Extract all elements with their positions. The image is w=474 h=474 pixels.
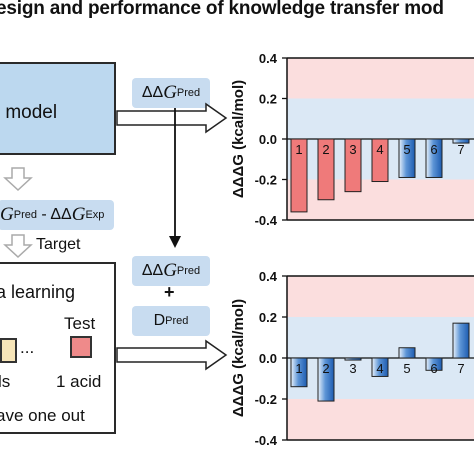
diff-pill-sub2: Exp xyxy=(85,209,105,221)
bar xyxy=(344,357,362,361)
train-label: ls xyxy=(0,372,11,391)
pred-pill: ΔΔ G Pred xyxy=(132,78,210,108)
diff-pill-var: G xyxy=(0,204,14,225)
hollow-arrow-top xyxy=(116,102,228,134)
combined-pred-var: G xyxy=(163,260,177,281)
y-tick-label: 0.2 xyxy=(259,92,277,107)
y-axis-label: ΔΔΔG (kcal/mol) xyxy=(230,299,247,417)
pred-pill-sub: Pred xyxy=(176,87,201,99)
diff-pill: G Pred - ΔΔ G Exp xyxy=(0,200,114,230)
dpred-sub: Pred xyxy=(165,315,189,327)
bar xyxy=(371,138,389,183)
dpred-main: D xyxy=(153,312,166,329)
pred-pill-var: G xyxy=(163,82,177,103)
gray-down-arrow-2 xyxy=(3,234,33,259)
figure-title: esign and performance of knowledge trans… xyxy=(0,0,444,19)
y-axis-label: ΔΔΔG (kcal/mol) xyxy=(230,80,247,198)
category-label: 7 xyxy=(457,361,464,376)
y-tick-label: 0.0 xyxy=(259,351,277,366)
plus-sign: + xyxy=(164,282,175,302)
combined-pred-pill: ΔΔ G Pred xyxy=(132,256,210,286)
category-label: 4 xyxy=(376,361,383,376)
category-label: 7 xyxy=(457,142,464,157)
category-label: 5 xyxy=(403,142,410,157)
band-red-top xyxy=(287,276,474,317)
y-tick-label: -0.2 xyxy=(255,392,277,407)
category-label: 6 xyxy=(430,142,437,157)
test-square xyxy=(70,336,92,358)
charts-group: -0.4 -0.2 0.0 0.2 0.4 ΔΔΔG (kcal/mol) 1 2 3 4 5 6 7 -… xyxy=(230,51,474,448)
bar xyxy=(398,138,416,178)
combined-pred-symbol: ΔΔ xyxy=(141,262,164,279)
category-label: 1 xyxy=(295,361,302,376)
bar xyxy=(317,138,335,201)
bar xyxy=(398,347,416,359)
y-tick-label: -0.2 xyxy=(255,173,277,188)
band-red-bottom xyxy=(287,399,474,440)
target-label: Target xyxy=(36,236,81,253)
test-sub-label: 1 acid xyxy=(56,372,102,391)
y-tick-label: 0.0 xyxy=(259,132,277,147)
bar xyxy=(425,357,443,371)
hollow-arrow-bottom xyxy=(116,339,228,371)
category-label: 1 xyxy=(295,142,302,157)
bar xyxy=(452,322,470,359)
band-red-bottom xyxy=(287,179,474,220)
category-label: 2 xyxy=(322,361,329,376)
bar xyxy=(371,357,389,377)
bar xyxy=(317,357,335,402)
pred-pill-symbol: ΔΔ xyxy=(141,84,164,101)
base-model-box xyxy=(0,62,116,155)
category-label: 6 xyxy=(430,361,437,376)
y-tick-label: 0.4 xyxy=(259,51,278,66)
diff-pill-var2: G xyxy=(71,204,86,225)
y-tick-label: -0.4 xyxy=(255,213,278,228)
leave-one-out-label: ave one out xyxy=(0,406,85,425)
combined-pred-sub: Pred xyxy=(176,265,201,277)
down-arrow-head xyxy=(169,236,181,248)
y-tick-label: -0.4 xyxy=(255,433,278,448)
meta-learning-box xyxy=(0,262,116,434)
dots-label: ... xyxy=(20,338,35,357)
gray-down-arrow-1 xyxy=(3,167,33,192)
diff-pill-mid: - ΔΔ xyxy=(36,206,72,223)
category-label: 3 xyxy=(349,361,356,376)
bar xyxy=(290,138,308,213)
diff-pill-sub1: Pred xyxy=(13,209,37,221)
category-label: 5 xyxy=(403,361,410,376)
dpred-pill: D Pred xyxy=(132,306,210,336)
category-label: 2 xyxy=(322,142,329,157)
meta-learning-label: a learning xyxy=(0,282,76,302)
train-square xyxy=(0,338,17,363)
category-label: 3 xyxy=(349,142,356,157)
band-red-top xyxy=(287,58,474,99)
category-label: 4 xyxy=(376,142,383,157)
y-tick-label: 0.2 xyxy=(259,310,277,325)
bar xyxy=(290,357,308,388)
base-model-label: se model xyxy=(0,102,58,123)
bar xyxy=(344,138,362,193)
y-tick-label: 0.4 xyxy=(259,269,278,284)
bar xyxy=(425,138,443,178)
test-label: Test xyxy=(64,314,96,333)
bar xyxy=(452,138,470,144)
